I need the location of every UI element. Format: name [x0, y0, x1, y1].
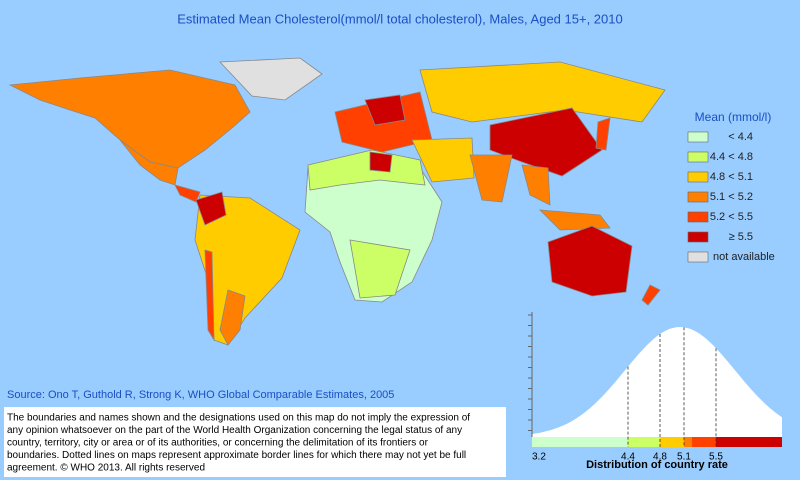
tick-label: 4.4	[621, 452, 635, 463]
title: Estimated Mean Cholesterol(mmol/l total …	[177, 11, 622, 26]
world-map	[8, 57, 666, 346]
disclaimer-line: any opinion whatsoever on the part of th…	[7, 425, 462, 436]
legend-title: Mean (mmol/l)	[695, 110, 772, 124]
legend-label: 4.4 < 4.8	[710, 151, 753, 163]
disclaimer-box	[4, 407, 506, 477]
color-band	[532, 437, 628, 447]
tick-label: 5.5	[709, 452, 723, 463]
color-band	[628, 437, 660, 447]
disclaimer: The boundaries and names shown and the d…	[7, 413, 470, 474]
legend-label: 4.8 < 5.1	[710, 171, 753, 183]
color-band	[660, 437, 684, 447]
disclaimer-line: boundaries. Dotted lines on maps represe…	[7, 450, 466, 461]
tick-label: 5.1	[677, 452, 691, 463]
legend-swatch	[687, 131, 709, 143]
color-band	[716, 437, 782, 447]
distribution-label: Distribution of country rate	[586, 459, 728, 471]
legend-swatch	[687, 171, 709, 183]
legend-label: ≥ 5.5	[729, 231, 753, 243]
legend-swatch	[687, 211, 709, 223]
color-band	[692, 437, 716, 447]
legend-label: not available	[713, 251, 775, 263]
density-curve	[532, 327, 782, 437]
color-band	[684, 437, 692, 447]
disclaimer-line: agreement. © WHO 2013. All rights reserv…	[7, 463, 205, 474]
tick-label: 4.8	[653, 452, 667, 463]
legend-label: 5.2 < 5.5	[710, 211, 753, 223]
legend-swatch	[687, 231, 709, 243]
legend: < 4.4 4.4 < 4.8 4.8 < 5.1 5.1 < 5.2 5.2 < 5.…	[687, 131, 775, 263]
disclaimer-line: country, territory, city or area or of i…	[7, 438, 429, 449]
disclaimer-line: The boundaries and names shown and the d…	[7, 413, 470, 424]
source: Source: Ono T, Guthold R, Strong K, WHO …	[7, 389, 394, 401]
legend-label: < 4.4	[728, 131, 753, 143]
legend-swatch	[687, 151, 709, 163]
legend-swatch	[687, 251, 709, 263]
tick-label: 3.2	[532, 452, 546, 463]
distribution-chart: Distribution of country rate 3.2 4.4 4.8 5.…	[528, 312, 782, 471]
legend-label: 5.1 < 5.2	[710, 191, 753, 203]
legend-swatch	[687, 191, 709, 203]
